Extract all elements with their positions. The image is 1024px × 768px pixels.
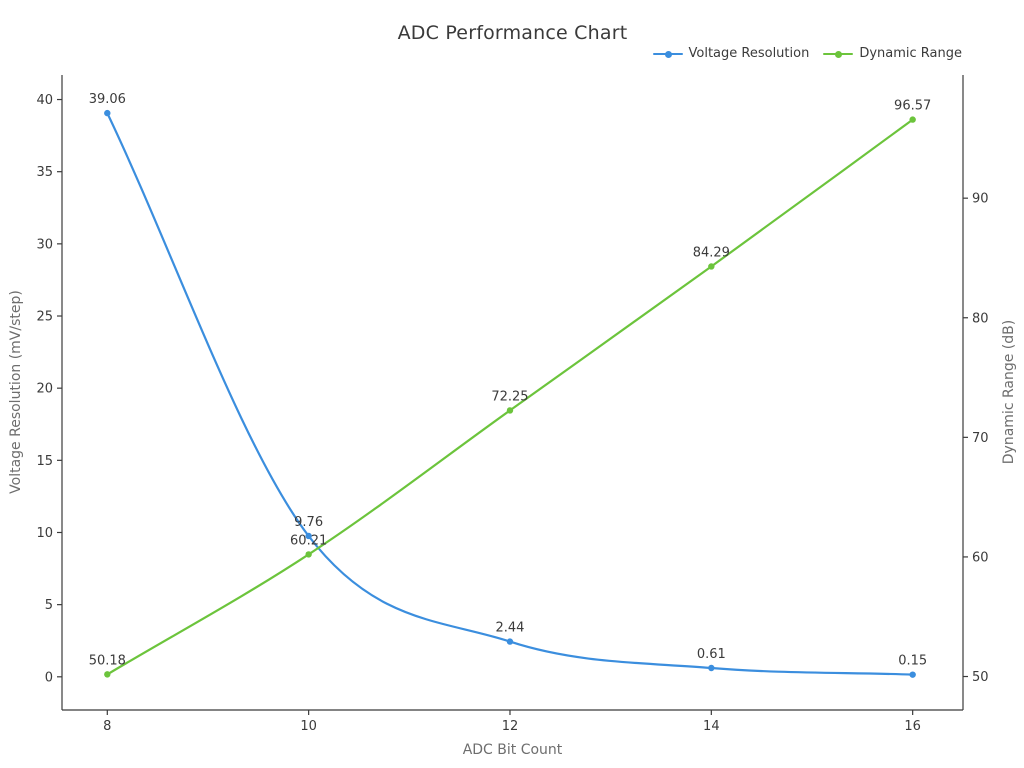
voltage-resolution-point-label: 0.15 [898,654,927,669]
voltage-resolution-point-marker [305,532,312,540]
dynamic-range-point-marker [305,551,312,558]
dynamic-range-point-marker [104,671,111,678]
left-y-tick-label: 35 [36,165,53,180]
left-y-tick-label: 15 [36,454,53,469]
x-tick-label: 16 [904,719,921,734]
x-tick-label: 12 [502,719,519,734]
left-y-tick-label: 5 [45,598,53,613]
left-y-axis-label: Voltage Resolution (mV/step) [8,290,24,494]
voltage-resolution-point-label: 39.06 [89,92,126,107]
voltage-resolution-point-label: 2.44 [496,621,525,636]
left-y-tick-label: 0 [45,670,53,685]
legend-label: Voltage Resolution [688,46,810,61]
voltage-resolution-point-marker [104,109,111,117]
x-tick-label: 10 [300,719,317,734]
right-y-tick-label: 70 [972,431,989,446]
right-y-tick-label: 50 [972,670,989,685]
right-y-tick-label: 90 [972,192,989,207]
x-tick-label: 14 [703,719,720,734]
dynamic-range-point-marker [909,116,916,123]
voltage-resolution-point-marker [909,671,916,678]
legend-line-marker-icon [652,50,683,58]
dynamic-range-point-marker [506,407,514,414]
x-tick-label: 8 [103,719,111,734]
dynamic-range-point-label: 50.18 [89,653,126,668]
legend-entry-voltage-resolution: Voltage Resolution [652,46,810,61]
right-y-tick-label: 60 [972,550,989,565]
chart-title: ADC Performance Chart [397,22,628,44]
dynamic-range-point-label: 84.29 [693,245,730,260]
left-y-tick-label: 25 [36,310,53,325]
voltage-resolution-point-marker [506,638,514,645]
dynamic-range-point-label: 96.57 [894,99,931,114]
dynamic-range-point-label: 60.21 [290,533,327,548]
dynamic-range-point-label: 72.25 [491,389,528,404]
legend-entry-dynamic-range: Dynamic Range [823,46,962,61]
voltage-resolution-point-marker [708,664,715,672]
voltage-resolution-point-label: 9.76 [294,515,323,530]
left-y-tick-label: 20 [36,382,53,397]
left-y-tick-label: 30 [36,237,53,252]
voltage-resolution-point-label: 0.61 [697,647,726,662]
right-y-tick-label: 80 [972,311,989,326]
legend-line-marker-icon [823,50,854,58]
dynamic-range-point-marker [708,263,715,270]
left-y-tick-label: 40 [36,93,53,108]
legend-label: Dynamic Range [859,46,962,61]
right-y-axis-label: Dynamic Range (dB) [1001,319,1017,465]
chart-legend: Voltage Resolution Dynamic Range [652,46,962,61]
x-axis-label: ADC Bit Count [462,742,563,758]
left-y-tick-label: 10 [36,526,53,541]
voltage-resolution-line [106,112,914,676]
